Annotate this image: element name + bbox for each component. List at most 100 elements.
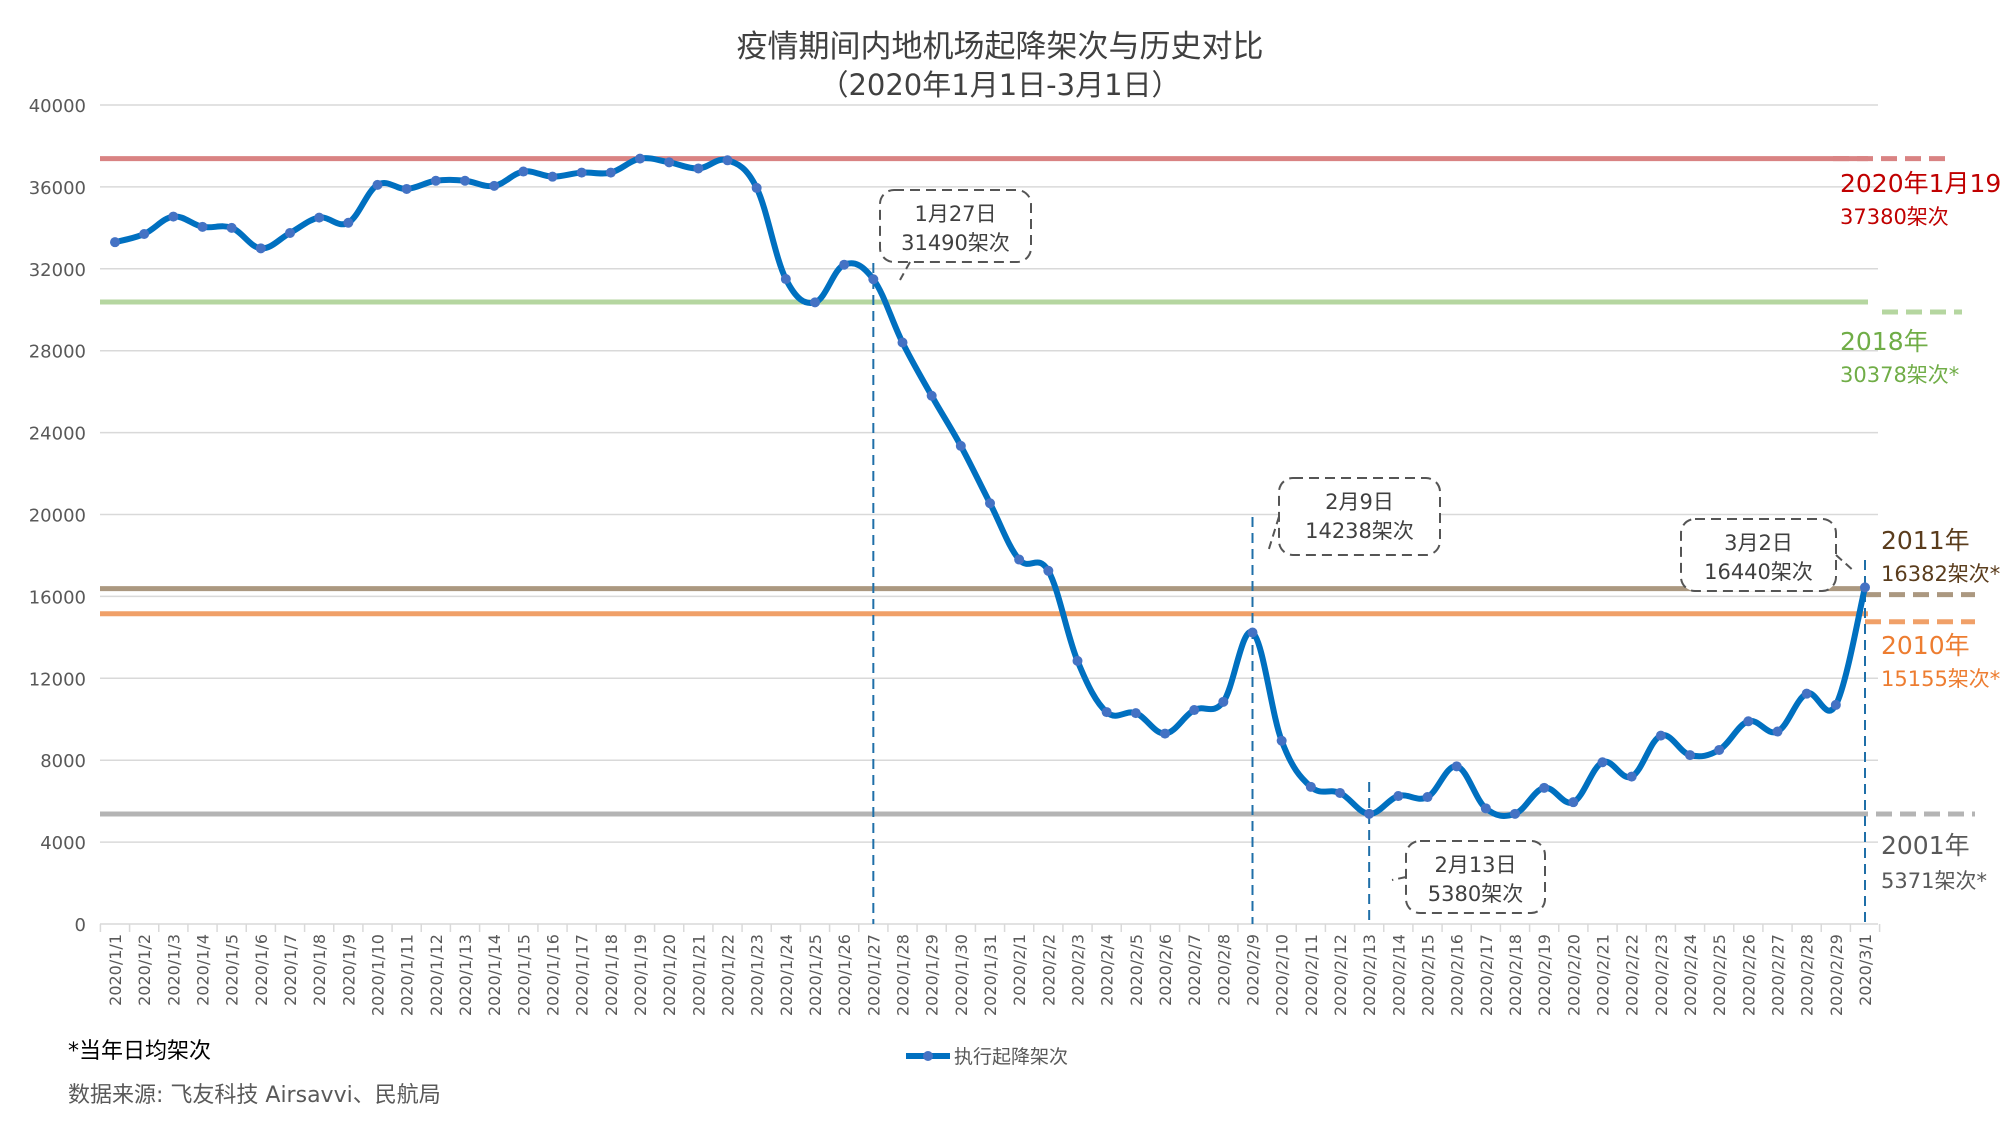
data-point xyxy=(839,259,850,270)
data-point xyxy=(401,183,412,194)
x-tick-label: 2020/1/6 xyxy=(252,934,271,1006)
x-tick-label: 2020/1/23 xyxy=(748,934,767,1016)
data-point xyxy=(926,390,937,401)
legend: 执行起降架次 xyxy=(906,1046,1068,1068)
data-point xyxy=(1743,716,1754,727)
x-tick-label: 2020/2/24 xyxy=(1681,934,1700,1016)
y-tick-label: 24000 xyxy=(29,424,86,445)
data-point xyxy=(372,179,383,190)
x-tick-label: 2020/1/11 xyxy=(398,934,417,1016)
x-tick-label: 2020/2/22 xyxy=(1623,934,1642,1016)
x-tick-label: 2020/2/2 xyxy=(1039,934,1058,1006)
x-tick-label: 2020/2/10 xyxy=(1273,934,1292,1016)
reference-value-label: 5371架次* xyxy=(1881,869,1987,893)
data-point xyxy=(255,243,266,254)
data-point xyxy=(460,175,470,186)
x-tick-label: 2020/1/12 xyxy=(427,934,446,1016)
reference-label: 2001年 xyxy=(1881,831,1970,860)
y-tick-label: 40000 xyxy=(29,96,86,117)
data-point xyxy=(1568,797,1579,808)
chart-title: 疫情期间内地机场起降架次与历史对比 xyxy=(737,29,1264,65)
data-point xyxy=(1160,728,1170,739)
data-point xyxy=(664,157,675,168)
reference-label: 2018年 xyxy=(1840,327,1929,356)
annotation-date: 2月9日 xyxy=(1325,490,1394,514)
annotation-value: 16440架次 xyxy=(1704,560,1813,584)
x-tick-label: 2020/1/17 xyxy=(573,934,592,1016)
data-point xyxy=(314,212,325,223)
data-point xyxy=(1189,705,1200,716)
reference-label: 2010年 xyxy=(1881,631,1970,660)
x-tick-label: 2020/2/25 xyxy=(1710,934,1729,1016)
x-tick-label: 2020/1/24 xyxy=(777,934,796,1016)
x-tick-label: 2020/2/9 xyxy=(1244,934,1263,1006)
data-point xyxy=(1101,707,1112,718)
data-point xyxy=(1685,750,1695,761)
data-point xyxy=(1801,688,1812,699)
x-tick-label: 2020/2/7 xyxy=(1185,934,1204,1006)
x-tick-label: 2020/2/29 xyxy=(1827,934,1846,1016)
data-point xyxy=(1510,808,1520,819)
y-tick-label: 28000 xyxy=(29,342,86,363)
data-point xyxy=(955,440,966,451)
x-tick-label: 2020/1/15 xyxy=(514,934,533,1016)
data-point xyxy=(285,227,295,238)
annotation-pointer xyxy=(899,261,911,281)
legend-marker xyxy=(923,1051,933,1061)
reference-value-label: 37380架次 xyxy=(1840,205,1949,229)
x-tick-label: 2020/1/25 xyxy=(806,934,825,1016)
data-point xyxy=(343,217,354,228)
x-tick-label: 2020/1/3 xyxy=(164,934,183,1006)
x-tick-label: 2020/3/1 xyxy=(1856,934,1875,1006)
x-tick-label: 2020/2/3 xyxy=(1069,934,1088,1006)
annotation-value: 31490架次 xyxy=(901,231,1010,255)
data-point xyxy=(810,297,820,308)
annotation-box xyxy=(1680,518,1837,592)
annotation-date: 1月27日 xyxy=(914,202,996,226)
x-tick-label: 2020/2/16 xyxy=(1448,934,1467,1016)
x-tick-label: 2020/1/10 xyxy=(369,934,388,1016)
y-tick-label: 4000 xyxy=(40,833,86,854)
y-tick-label: 8000 xyxy=(40,751,86,772)
x-tick-label: 2020/2/27 xyxy=(1769,934,1788,1016)
data-point xyxy=(1393,791,1404,802)
x-tick-label: 2020/1/28 xyxy=(894,934,913,1016)
data-point xyxy=(722,155,733,166)
x-tick-label: 2020/1/9 xyxy=(339,934,358,1006)
x-tick-label: 2020/2/4 xyxy=(1098,934,1117,1006)
x-tick-label: 2020/1/4 xyxy=(194,934,213,1006)
x-tick-label: 2020/1/21 xyxy=(689,934,708,1016)
x-tick-label: 2020/1/2 xyxy=(135,934,154,1006)
data-point xyxy=(547,171,558,182)
annotation-pointer xyxy=(1391,876,1407,881)
data-point xyxy=(168,211,179,222)
data-point xyxy=(897,337,908,348)
x-tick-label: 2020/2/15 xyxy=(1419,934,1438,1016)
data-point xyxy=(226,222,237,233)
x-tick-label: 2020/2/26 xyxy=(1739,934,1758,1016)
data-point xyxy=(1860,582,1870,593)
x-tick-label: 2020/1/18 xyxy=(602,934,621,1016)
data-point xyxy=(1626,771,1637,782)
data-point xyxy=(1218,696,1229,707)
x-tick-label: 2020/2/28 xyxy=(1798,934,1817,1016)
annotation-date: 2月13日 xyxy=(1434,853,1516,877)
annotation-value: 14238架次 xyxy=(1305,519,1414,543)
x-tick-label: 2020/2/19 xyxy=(1535,934,1554,1016)
x-tick-label: 2020/1/29 xyxy=(923,934,942,1016)
data-point xyxy=(1480,803,1491,814)
data-point xyxy=(1014,554,1025,565)
reference-value-label: 15155架次* xyxy=(1881,667,2000,691)
data-point xyxy=(693,163,704,174)
x-tick-label: 2020/2/6 xyxy=(1156,934,1175,1006)
x-tick-label: 2020/2/20 xyxy=(1564,934,1583,1016)
annotation-pointer xyxy=(1835,554,1856,573)
data-point xyxy=(1335,787,1345,798)
x-tick-label: 2020/1/19 xyxy=(631,934,650,1016)
x-tick-label: 2020/1/16 xyxy=(544,934,563,1016)
data-point xyxy=(635,153,645,164)
y-tick-label: 0 xyxy=(75,915,86,936)
x-tick-label: 2020/1/30 xyxy=(952,934,971,1016)
data-point xyxy=(1130,708,1141,719)
data-point xyxy=(1714,744,1725,755)
